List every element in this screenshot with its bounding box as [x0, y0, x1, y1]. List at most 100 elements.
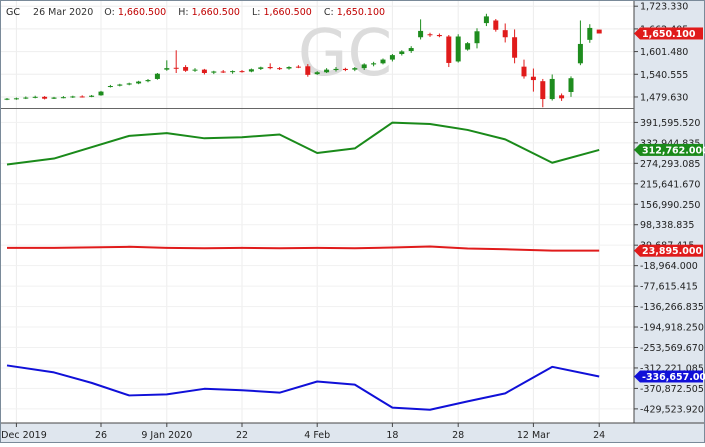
candle[interactable]: [540, 78, 546, 108]
indicator-last-value-marker-3: -336,657.000: [634, 370, 705, 383]
candle-body: [389, 55, 395, 60]
candle-body: [126, 83, 132, 85]
candle-body: [201, 69, 207, 73]
candle[interactable]: [23, 96, 29, 100]
candle[interactable]: [98, 90, 104, 96]
candle[interactable]: [4, 97, 10, 101]
candle[interactable]: [295, 65, 301, 69]
candle[interactable]: [530, 68, 536, 92]
candle[interactable]: [521, 59, 527, 79]
candle[interactable]: [596, 29, 602, 34]
candle[interactable]: [512, 29, 518, 64]
candle[interactable]: [587, 24, 593, 43]
candle[interactable]: [474, 28, 480, 49]
candle[interactable]: [436, 33, 442, 38]
indicator-lines[interactable]: [6, 121, 600, 411]
indicator-axis-label: 98,338.835: [640, 220, 694, 231]
candle[interactable]: [51, 96, 57, 100]
candle[interactable]: [577, 20, 583, 66]
candle[interactable]: [493, 18, 499, 32]
last-value-box: [640, 27, 703, 40]
indicator-line-3[interactable]: [6, 364, 600, 411]
candle[interactable]: [389, 54, 395, 62]
close-label: C:: [323, 7, 334, 18]
candle[interactable]: [201, 68, 207, 75]
candle[interactable]: [446, 35, 452, 68]
indicator-line-1[interactable]: [6, 121, 600, 166]
candle[interactable]: [465, 42, 471, 51]
candle[interactable]: [60, 96, 66, 99]
candle[interactable]: [239, 70, 245, 73]
candle[interactable]: [136, 80, 142, 85]
candle[interactable]: [455, 34, 461, 63]
candle[interactable]: [427, 32, 433, 37]
candle-body: [587, 27, 593, 40]
candle[interactable]: [352, 67, 358, 72]
candle[interactable]: [117, 83, 123, 87]
candle-body: [559, 95, 565, 99]
time-axis-label: 18: [386, 430, 398, 441]
candle-body: [267, 67, 273, 69]
candle-body: [154, 73, 160, 79]
candle[interactable]: [154, 72, 160, 80]
indicator-last-value-marker-1: 312,762.000: [634, 143, 705, 156]
candle[interactable]: [258, 66, 264, 71]
candle[interactable]: [286, 66, 292, 70]
candle[interactable]: [408, 46, 414, 53]
indicator-axis-label: 391,595.520: [640, 118, 700, 129]
price-axis-label: 1,540.555: [640, 70, 688, 81]
candle[interactable]: [220, 70, 226, 73]
candle-body: [4, 98, 10, 100]
candle[interactable]: [42, 96, 48, 100]
indicator-line-2[interactable]: [7, 245, 600, 252]
candle[interactable]: [314, 71, 320, 75]
last-value-pointer: [634, 244, 640, 257]
candle[interactable]: [173, 50, 179, 73]
candle[interactable]: [568, 76, 574, 97]
candle[interactable]: [107, 84, 113, 88]
candle[interactable]: [248, 68, 254, 73]
last-value-label: 1,650.100: [642, 29, 696, 40]
candle[interactable]: [549, 74, 555, 101]
price-last-value-marker: 1,650.100: [634, 27, 703, 40]
candle[interactable]: [13, 97, 19, 100]
indicator-axis-label: 215,641.670: [640, 179, 700, 190]
candle[interactable]: [230, 70, 236, 74]
candle[interactable]: [418, 19, 424, 40]
candle-body: [352, 68, 358, 70]
candle-body: [305, 66, 311, 75]
candle[interactable]: [267, 63, 273, 70]
candle[interactable]: [32, 95, 38, 99]
candle-body: [98, 91, 104, 96]
candle[interactable]: [211, 70, 217, 75]
candle[interactable]: [277, 67, 283, 71]
time-axis-panel: [0, 423, 705, 443]
candle[interactable]: [559, 93, 565, 101]
candle[interactable]: [183, 65, 189, 72]
price-candles[interactable]: [4, 13, 602, 108]
candle[interactable]: [483, 13, 489, 27]
candle[interactable]: [333, 67, 339, 72]
candle[interactable]: [79, 95, 85, 98]
candle[interactable]: [361, 63, 367, 71]
candle[interactable]: [126, 82, 132, 86]
time-axis-label: 26: [95, 430, 107, 441]
candle[interactable]: [70, 95, 76, 98]
candle[interactable]: [305, 64, 311, 77]
candle[interactable]: [324, 68, 330, 73]
time-axis-label: 4 Feb: [304, 430, 330, 441]
candle[interactable]: [145, 78, 151, 83]
watermark-text: GC: [298, 17, 392, 91]
candle-body: [342, 68, 348, 71]
candle-body: [324, 69, 330, 73]
candle[interactable]: [192, 68, 198, 72]
candle[interactable]: [89, 94, 95, 98]
candle[interactable]: [342, 67, 348, 72]
candle[interactable]: [380, 58, 386, 65]
candle[interactable]: [371, 61, 377, 67]
candle[interactable]: [502, 23, 508, 43]
candle[interactable]: [399, 50, 405, 56]
candle[interactable]: [164, 60, 170, 71]
